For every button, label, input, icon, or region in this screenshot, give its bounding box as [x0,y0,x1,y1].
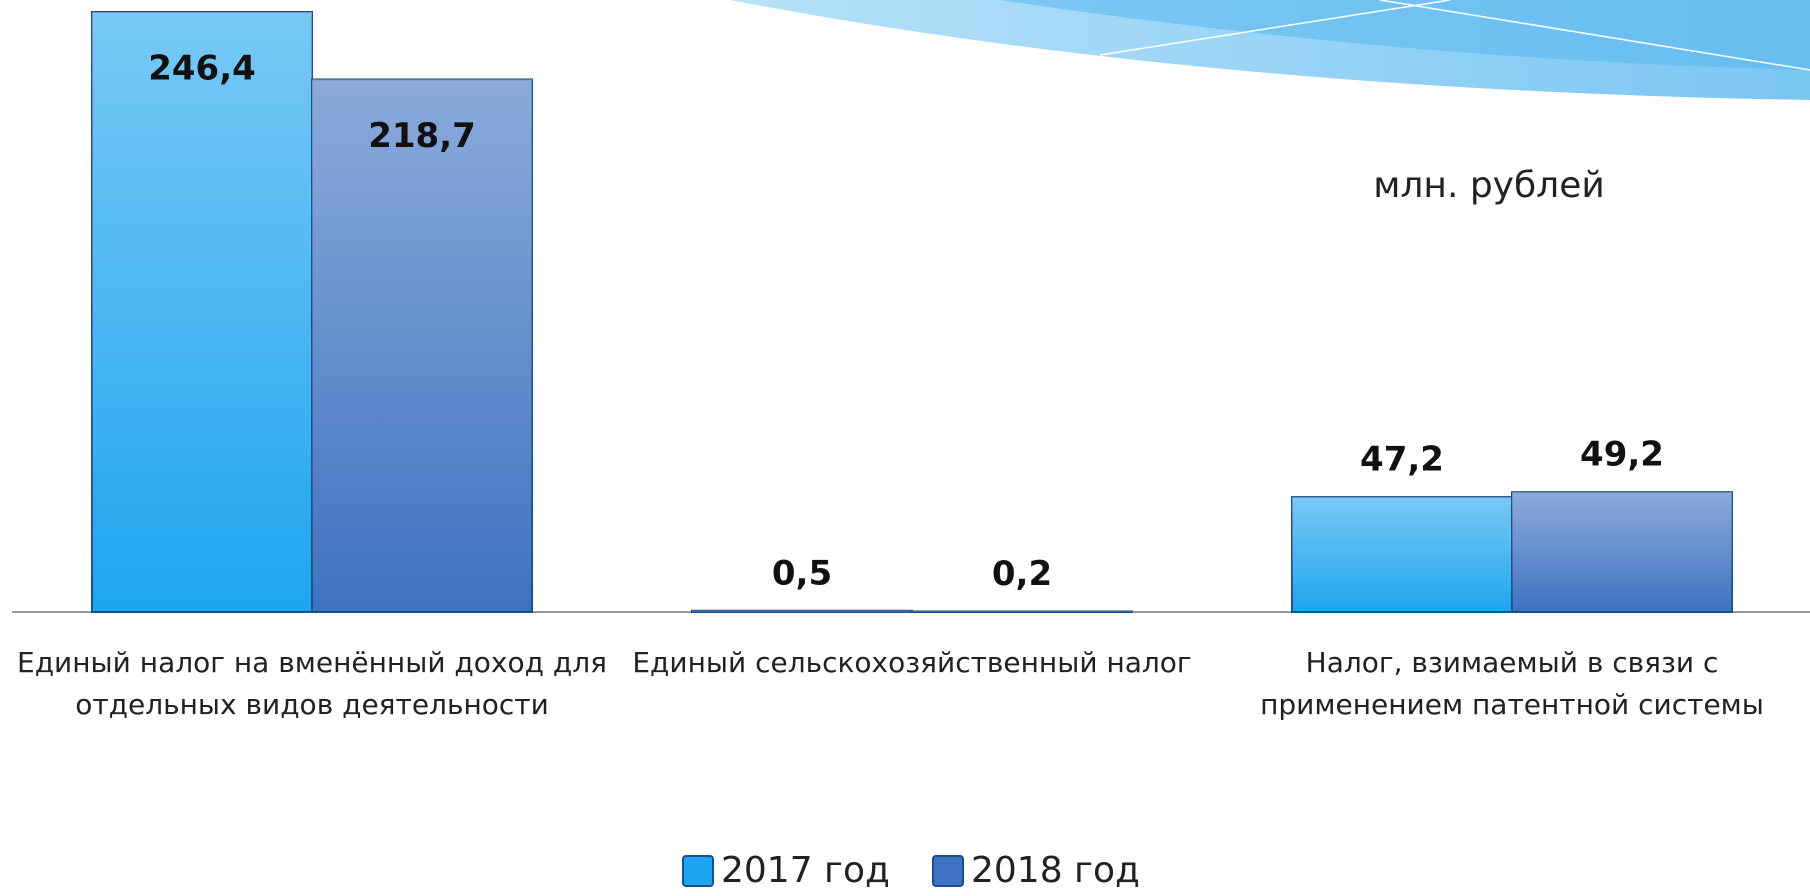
value-label: 0,5 [772,553,832,593]
value-label: 49,2 [1580,435,1664,475]
value-label: 0,2 [992,554,1052,594]
value-label: 218,7 [368,116,476,156]
bar-shine [1292,497,1512,612]
chart: млн. рублей 246,4 218,7 0,5 0,2 47,2 49,2 2017… [0,0,1810,896]
x-tick-label: Единый сельскохозяйственный налог [612,642,1212,684]
x-tick-label: Единый налог на вменённый доход для отде… [12,642,612,726]
legend-swatch [683,856,713,886]
value-label: 47,2 [1360,440,1444,480]
legend-label: 2017 год [721,850,890,891]
x-tick-label: Налог, взимаемый в связи с применением п… [1212,642,1810,726]
unit-annotation: млн. рублей [1373,165,1605,206]
value-label: 246,4 [148,49,256,89]
decoration [730,0,1810,100]
legend-label: 2018 год [971,850,1140,891]
legend-swatch [933,856,963,886]
slide: млн. рублей 246,4 218,7 0,5 0,2 47,2 49,2 2017… [0,0,1810,896]
bar-shine [1512,492,1732,612]
bar-shine [692,611,912,612]
bar-shine [92,12,312,612]
bar-shine [312,79,532,612]
